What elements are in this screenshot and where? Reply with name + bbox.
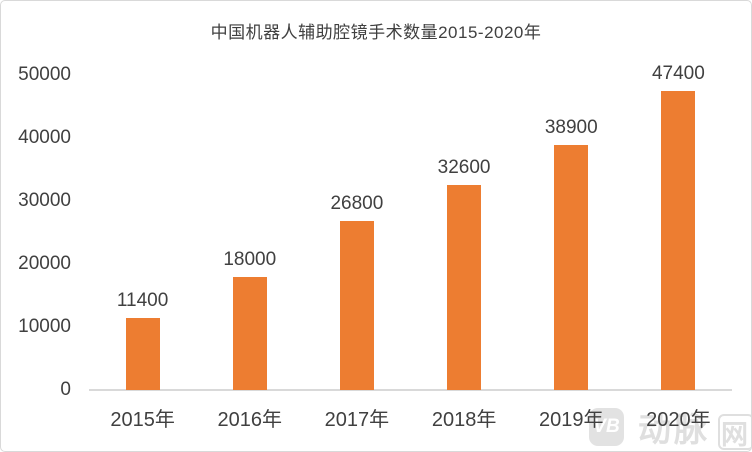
x-axis-label: 2015年: [110, 409, 175, 431]
bar-2020年: [661, 91, 696, 390]
bar-2018年: [447, 184, 482, 390]
chart-title: 中国机器人辅助腔镜手术数量2015-2020年: [210, 23, 542, 42]
watermark-brand-text: 动脉网: [638, 403, 751, 451]
x-axis-label: 2016年: [217, 409, 283, 431]
watermark-vb-logo-icon: VB: [589, 408, 624, 446]
bar-2015年: [125, 318, 160, 390]
x-axis-label: 2018年: [431, 409, 497, 431]
x-axis-line: [89, 389, 732, 391]
y-tick-label: 30000: [18, 190, 71, 211]
bar-2017年: [339, 221, 374, 390]
x-axis-label: 2017年: [324, 409, 390, 431]
x-axis-label: 2020年: [646, 409, 711, 431]
y-tick-label: 50000: [18, 64, 71, 85]
bar-value-label: 38900: [544, 116, 598, 138]
y-tick-label: 10000: [18, 316, 71, 337]
watermark-text-boxed: 网: [718, 414, 751, 451]
watermark: VB 动脉网: [589, 403, 751, 451]
y-tick-label: 40000: [18, 127, 71, 148]
bar-2019年: [554, 144, 589, 390]
bar-value-label: 18000: [223, 248, 277, 270]
x-axis-label: 2019年: [539, 409, 604, 431]
y-tick-label: 0: [60, 379, 71, 400]
y-tick-label: 20000: [18, 253, 71, 274]
bar-2016年: [232, 276, 267, 390]
bar-value-label: 11400: [116, 290, 169, 312]
bar-value-label: 26800: [330, 193, 384, 215]
bar-value-label: 32600: [437, 156, 491, 178]
bar-value-label: 47400: [651, 63, 705, 85]
watermark-text-main: 动脉: [638, 411, 710, 448]
